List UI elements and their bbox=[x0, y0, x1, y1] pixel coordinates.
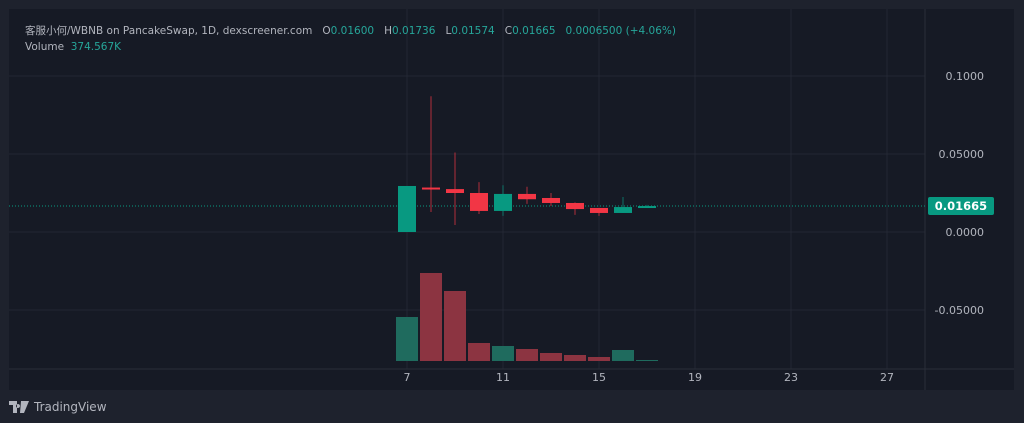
candle-body bbox=[494, 193, 512, 211]
open-value: 0.01600 bbox=[330, 25, 375, 37]
tradingview-icon bbox=[9, 401, 29, 413]
y-tick-label: 0.1000 bbox=[946, 70, 985, 83]
tradingview-logo[interactable]: TradingView bbox=[9, 400, 107, 414]
price-chart[interactable]: 0.1000 0.05000 0.0000 -0.05000 7 11 15 19 23 27 0.… bbox=[9, 9, 1014, 390]
y-tick-label: -0.05000 bbox=[935, 304, 984, 317]
candle-body bbox=[590, 207, 608, 213]
volume-bar bbox=[420, 273, 442, 361]
volume-value: 374.567K bbox=[70, 41, 122, 53]
x-tick-label: 27 bbox=[880, 371, 894, 384]
volume-bar bbox=[468, 343, 490, 361]
volume-label: Volume bbox=[25, 41, 65, 53]
last-price-tag bbox=[928, 197, 994, 216]
last-price-label: 0.01665 bbox=[935, 199, 987, 213]
candle-body bbox=[398, 185, 416, 232]
low-value: 0.01574 bbox=[451, 25, 495, 37]
change-value: 0.0006500 (+4.06%) bbox=[565, 25, 676, 37]
high-value: 0.01736 bbox=[392, 25, 436, 37]
x-tick-label: 15 bbox=[592, 371, 606, 384]
volume-bar bbox=[588, 357, 610, 361]
volume-bar bbox=[444, 291, 466, 361]
candle-body bbox=[638, 206, 656, 209]
close-value: 0.01665 bbox=[512, 25, 556, 37]
candle-body bbox=[566, 202, 584, 210]
volume-bar bbox=[612, 350, 634, 361]
close-label: C bbox=[504, 25, 513, 37]
symbol-title: 客服小何/WBNB on PancakeSwap, 1D, dexscreene… bbox=[25, 25, 313, 37]
volume-bar bbox=[636, 360, 658, 361]
x-tick-label: 19 bbox=[688, 371, 702, 384]
candle-body bbox=[518, 193, 536, 200]
candle-body bbox=[614, 207, 632, 213]
x-tick-label: 11 bbox=[496, 371, 510, 384]
high-label: H bbox=[384, 25, 392, 37]
brand-label: TradingView bbox=[34, 400, 107, 414]
open-label: O bbox=[322, 25, 331, 37]
x-tick-label: 23 bbox=[784, 371, 798, 384]
ohlc-legend: 客服小何/WBNB on PancakeSwap, 1D, dexscreene… bbox=[25, 23, 676, 38]
volume-bar bbox=[492, 346, 514, 361]
volume-bar bbox=[540, 353, 562, 361]
low-label: L bbox=[445, 25, 452, 37]
volume-legend: Volume 374.567K bbox=[25, 41, 121, 53]
candle-body bbox=[446, 189, 464, 193]
y-tick-label: 0.05000 bbox=[939, 148, 985, 161]
candle-body bbox=[470, 193, 488, 211]
volume-bar bbox=[564, 355, 586, 361]
volume-bar bbox=[396, 317, 418, 361]
y-tick-label: 0.0000 bbox=[946, 226, 985, 239]
volume-bar bbox=[516, 349, 538, 361]
candle-body bbox=[542, 197, 560, 203]
chart-panel[interactable]: 0.1000 0.05000 0.0000 -0.05000 7 11 15 19 23 27 0.… bbox=[9, 9, 1014, 390]
x-tick-label: 7 bbox=[404, 371, 411, 384]
candle-body bbox=[422, 187, 440, 190]
